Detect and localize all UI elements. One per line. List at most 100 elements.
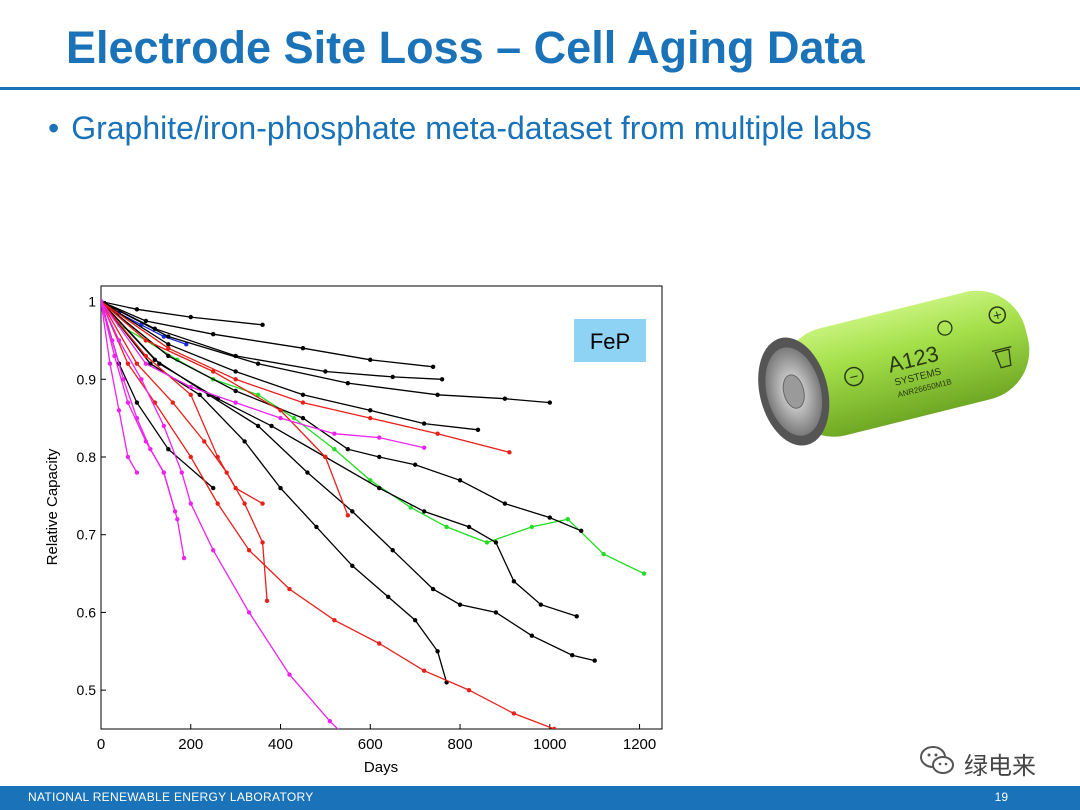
data-point [166, 353, 171, 359]
data-point [143, 353, 149, 359]
page-number: 19 [994, 790, 1008, 804]
data-point [412, 617, 418, 623]
series-45-12 [101, 299, 512, 455]
data-point [264, 598, 270, 603]
data-point [211, 331, 216, 337]
data-point [107, 361, 113, 366]
data-point [300, 345, 306, 351]
data-point [166, 447, 171, 452]
data-point [332, 617, 337, 623]
series-15-35-10 [101, 299, 449, 685]
plus-terminal-icon [988, 306, 1007, 324]
data-point [188, 384, 193, 390]
fep-tag-box [574, 319, 646, 362]
data-point [457, 602, 463, 607]
data-point [305, 470, 310, 475]
fep-tag-label: FeP [590, 329, 630, 354]
data-point [166, 334, 171, 339]
data-point [641, 571, 647, 576]
data-point [161, 470, 167, 475]
data-point [529, 524, 535, 530]
data-point [215, 501, 220, 506]
footer-org-name: NATIONAL RENEWABLE ENERGY LABORATORY [28, 790, 314, 804]
data-point [511, 579, 517, 584]
data-point [377, 435, 382, 440]
data-point [435, 431, 440, 436]
data-point [547, 515, 552, 520]
data-point [211, 548, 216, 553]
series-45-16 [101, 299, 557, 729]
data-point [493, 610, 499, 615]
bullet-text: Graphite/iron-phosphate meta-dataset fro… [71, 110, 872, 146]
data-point [134, 415, 140, 421]
data-point [202, 439, 207, 444]
x-axis-label: Days [364, 759, 398, 776]
y-tick-label: 0.6 [77, 604, 97, 620]
axis-ticks: 0 200 400 600 800 1000 1200 0.5 0.6 0.7 0.8 0.9 1 [77, 294, 657, 753]
data-point [166, 345, 171, 351]
data-point [139, 377, 144, 382]
data-point [278, 408, 283, 413]
data-point [233, 369, 238, 374]
data-point [134, 400, 140, 405]
series-line [101, 300, 434, 368]
data-point [435, 649, 440, 654]
data-point [233, 388, 238, 394]
x-tick-label: 1200 [623, 736, 656, 753]
series-60-17 [101, 299, 427, 450]
data-point [287, 586, 292, 592]
data-point [181, 555, 187, 561]
data-point [143, 338, 149, 343]
data-point [466, 524, 472, 530]
series-line [101, 301, 263, 505]
data-point [565, 516, 570, 522]
data-point [125, 361, 131, 366]
data-point [255, 423, 261, 429]
data-point [260, 501, 265, 506]
data-point [269, 423, 274, 429]
data-point [350, 509, 355, 514]
series-15-35-5 [101, 299, 552, 405]
x-tick-label: 400 [268, 736, 293, 753]
data-point [507, 450, 512, 455]
data-point [101, 299, 104, 304]
data-point [421, 445, 427, 450]
wechat-icon [920, 746, 954, 774]
series-15-35-7 [101, 299, 584, 534]
series-45-14 [101, 299, 265, 506]
data-point [300, 392, 306, 398]
y-tick-label: 0.9 [77, 371, 97, 387]
plus-sign: + [991, 307, 1004, 323]
data-point [215, 454, 220, 460]
cert-mark-icon [937, 320, 953, 336]
data-point [314, 524, 319, 530]
data-point [246, 610, 252, 615]
data-series [101, 299, 647, 729]
fep-tag: FeP [574, 319, 646, 362]
data-point [110, 338, 115, 343]
data-point [323, 454, 328, 460]
data-point [345, 380, 351, 386]
data-point [134, 470, 140, 475]
data-point [287, 672, 292, 677]
y-tick-label: 0.5 [77, 682, 97, 698]
data-point [579, 528, 584, 534]
data-point [143, 361, 149, 366]
data-point [188, 454, 193, 460]
series-line [101, 301, 425, 449]
series-60-18 [101, 299, 339, 729]
bullet-marker: • [48, 110, 60, 146]
data-point [197, 392, 202, 398]
data-point [345, 513, 351, 518]
data-point [421, 668, 427, 673]
x-tick-label: 0 [97, 736, 105, 753]
data-point [300, 415, 306, 421]
data-point [152, 357, 158, 363]
series-60-21 [101, 299, 178, 514]
data-point [457, 478, 463, 483]
data-point [444, 524, 449, 530]
data-point [332, 447, 337, 452]
y-tick-label: 1 [88, 294, 96, 310]
data-point [166, 342, 171, 347]
data-point [502, 501, 508, 506]
